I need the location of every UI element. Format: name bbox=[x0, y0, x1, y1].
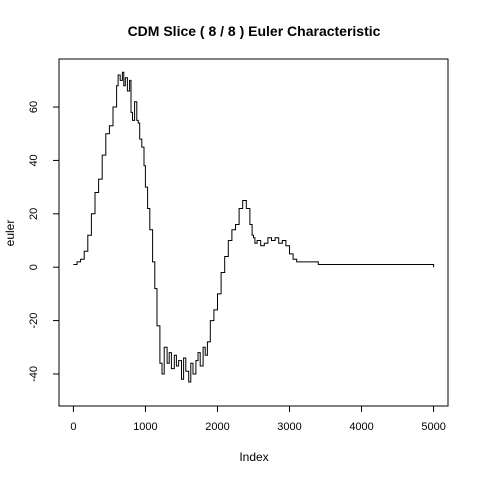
x-tick-label: 2000 bbox=[205, 421, 229, 433]
y-tick-label: 0 bbox=[28, 264, 40, 270]
x-axis-label: Index bbox=[239, 450, 268, 464]
series-layer bbox=[73, 71, 435, 383]
x-tick-label: 3000 bbox=[277, 421, 301, 433]
y-tick-label: 60 bbox=[28, 101, 40, 113]
plot-frame bbox=[58, 58, 449, 407]
y-tick-label: -40 bbox=[28, 366, 40, 382]
x-tick-label: 1000 bbox=[133, 421, 157, 433]
x-tick-label: 4000 bbox=[349, 421, 373, 433]
y-tick-label: 20 bbox=[28, 208, 40, 220]
euler-series-line bbox=[73, 71, 435, 383]
x-axis: 0 1000 2000 3000 4000 5000 bbox=[70, 406, 446, 433]
chart-title: CDM Slice ( 8 / 8 ) Euler Characteristic bbox=[128, 23, 381, 39]
y-axis-label: euler bbox=[3, 220, 17, 247]
x-tick-label: 0 bbox=[70, 421, 76, 433]
y-tick-label: 40 bbox=[28, 154, 40, 166]
y-tick-label: -20 bbox=[28, 313, 40, 329]
y-axis: -40 -20 0 20 40 60 bbox=[28, 101, 59, 382]
x-tick-label: 5000 bbox=[421, 421, 445, 433]
